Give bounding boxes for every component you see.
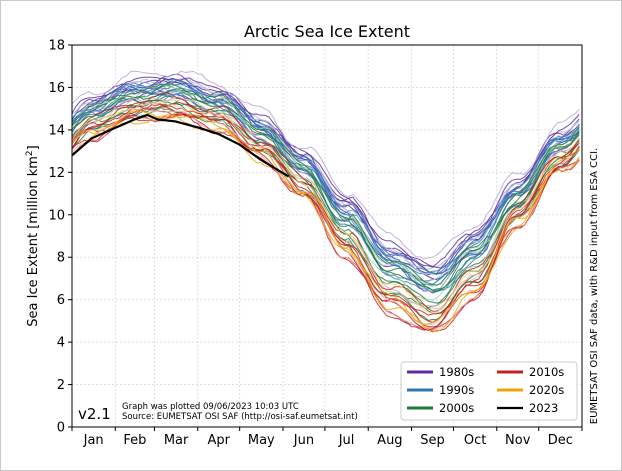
series-line-2020s [71,109,580,325]
chart-title: Arctic Sea Ice Extent [244,22,410,41]
x-tick-label: Feb [123,433,146,448]
x-tick-label: Jan [83,433,104,448]
series-line-2000s [71,84,580,293]
y-tick-label: 8 [57,251,65,266]
legend-label-2010s: 2010s [529,365,564,379]
y-tick-label: 10 [48,208,65,223]
x-tick-label: May [248,433,275,448]
version-label: v2.1 [78,405,111,423]
y-axis-label-main: Sea Ice Extent [million km [26,156,41,327]
series-line-1980s [71,76,580,268]
x-tick-label: Dec [548,433,573,448]
legend-label-2000s: 2000s [439,401,474,415]
legend-label-2020s: 2020s [529,383,564,397]
y-axis: 0 2 4 6 8 10 12 14 16 18 [48,39,72,436]
plot-note-line1: Graph was plotted 09/06/2023 10:03 UTC [122,402,299,412]
plot-border [71,44,583,428]
y-axis-label: Sea Ice Extent [million km2] [25,145,41,326]
x-tick-label: Jul [338,433,355,448]
y-tick-label: 18 [48,39,65,54]
y-tick-label: 4 [57,336,65,351]
legend-label-1990s: 1990s [439,383,474,397]
series-line-2023 [71,113,290,178]
y-axis-label-close: ] [26,145,41,150]
y-tick-label: 6 [57,293,65,308]
x-tick-label: Jun [293,433,314,448]
x-tick-label: Aug [377,433,402,448]
y-tick-label: 12 [48,166,65,181]
series-line-1980s [71,73,580,269]
x-tick-label: Apr [207,433,230,448]
y-tick-label: 0 [57,421,65,436]
series-line-1990s [71,78,580,275]
series-layer [71,70,580,333]
x-tick-label: Mar [164,433,189,448]
y-axis-label-superscript: 2 [25,150,35,156]
side-credit: EUMETSAT OSI SAF data, with R&D input fr… [589,148,600,424]
legend: 1980s 1990s 2000s 2010s 2020s 2023 [400,361,578,421]
series-line-1980s [71,70,580,260]
series-line-2010s [71,92,580,312]
x-axis: Jan Feb Mar Apr May Jun Jul Aug Sep Oct Nov Dec [71,427,583,448]
plot-note-line2: Source: EUMETSAT OSI SAF (http://osi-saf… [122,412,358,422]
y-tick-label: 2 [57,378,65,393]
legend-box [400,361,578,421]
legend-label-2023: 2023 [529,401,558,415]
legend-label-1980s: 1980s [439,365,474,379]
y-tick-label: 14 [48,123,65,138]
series-line-2010s [71,103,580,328]
x-tick-label: Nov [505,433,531,448]
series-line-2000s [71,83,580,286]
x-tick-label: Oct [464,433,486,448]
y-tick-label: 16 [48,81,65,96]
series-line-2020s [71,101,580,314]
x-tick-label: Sep [420,433,445,448]
